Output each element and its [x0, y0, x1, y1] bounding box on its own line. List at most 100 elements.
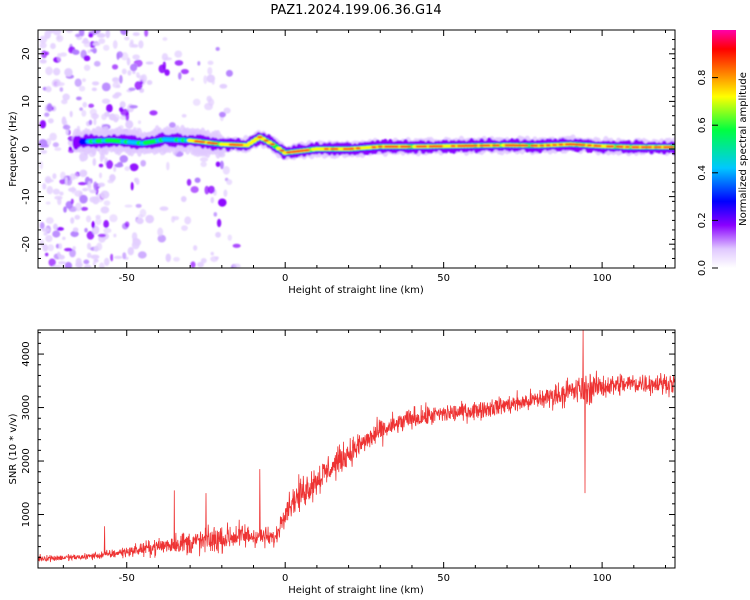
- heatmap-noise-blob: [47, 244, 54, 252]
- heatmap-noise-blob: [39, 161, 44, 170]
- heatmap-noise-blob: [45, 201, 51, 205]
- heatmap-noise-blob: [62, 93, 70, 101]
- snr-x-tick-label: -50: [119, 573, 135, 584]
- colorbar-tick-label: 0.8: [697, 70, 708, 86]
- heatmap-noise-blob: [192, 98, 201, 106]
- heatmap-band-core: [393, 145, 399, 148]
- heatmap-y-tick-label: -20: [21, 236, 32, 252]
- heatmap-noise-blob: [124, 166, 130, 171]
- heatmap-noise-blob: [77, 265, 82, 268]
- colorbar-label: Normalized spectral amplitude: [738, 72, 749, 226]
- heatmap-noise-blob: [86, 252, 92, 259]
- heatmap-noise-blob: [119, 74, 123, 84]
- heatmap-noise-blob: [114, 163, 124, 168]
- heatmap-noise-blob: [92, 158, 97, 166]
- heatmap-noise-blob: [108, 113, 116, 121]
- heatmap-noise-blob: [83, 64, 91, 71]
- heatmap-noise-blob: [51, 79, 61, 88]
- heatmap-noise-blob: [190, 186, 199, 193]
- heatmap-band-core: [257, 136, 263, 139]
- heatmap-noise-blob: [82, 187, 88, 192]
- heatmap-noise-blob: [197, 261, 204, 268]
- heatmap-band-core: [624, 145, 631, 148]
- heatmap-noise-blob: [116, 51, 123, 58]
- heatmap-noise-blob: [207, 67, 213, 75]
- heatmap-noise-blob: [59, 52, 67, 57]
- heatmap-noise-blob: [140, 159, 147, 167]
- heatmap-noise-blob: [178, 72, 182, 80]
- heatmap-noise-blob: [40, 149, 48, 154]
- snr-y-tick-label: 2000: [21, 448, 32, 473]
- heatmap-noise-blob: [39, 42, 47, 49]
- heatmap-noise-blob: [50, 42, 56, 50]
- heatmap-noise-blob: [64, 261, 73, 268]
- heatmap-x-tick-label: 0: [282, 273, 288, 284]
- heatmap-band-core: [377, 145, 383, 148]
- heatmap-noise-blob: [199, 157, 209, 162]
- heatmap-noise-blob: [145, 214, 155, 224]
- heatmap-noise-blob: [48, 258, 56, 267]
- heatmap-noise-blob: [41, 50, 47, 59]
- heatmap-noise-blob: [81, 40, 90, 44]
- heatmap-band-core: [545, 144, 551, 147]
- heatmap-noise-blob: [130, 182, 134, 191]
- heatmap-noise-blob: [113, 233, 117, 238]
- heatmap-noise-blob: [105, 30, 111, 39]
- heatmap-band-core: [634, 146, 640, 149]
- heatmap-noise-blob: [71, 186, 75, 194]
- heatmap-noise-blob: [96, 33, 106, 38]
- heatmap-noise-blob: [107, 179, 114, 184]
- heatmap-noise-blob: [89, 189, 97, 194]
- heatmap-noise-blob: [44, 252, 49, 257]
- heatmap-noise-blob: [42, 183, 47, 190]
- heatmap-noise-blob: [211, 78, 215, 85]
- heatmap-band-yellow: [275, 146, 282, 151]
- heatmap-noise-blob: [63, 206, 67, 213]
- heatmap-noise-blob: [120, 30, 128, 36]
- heatmap-band-core: [371, 146, 377, 149]
- heatmap-band-core: [200, 140, 206, 143]
- heatmap-noise-blob: [46, 186, 54, 195]
- heatmap-noise-blob: [52, 30, 62, 36]
- heatmap-noise-blob: [121, 68, 127, 75]
- heatmap-noise-blob: [78, 85, 86, 92]
- heatmap-noise-blob: [125, 120, 134, 129]
- heatmap-noise-blob: [59, 87, 64, 92]
- heatmap-noise-blob: [59, 178, 67, 185]
- heatmap-marks: [38, 30, 675, 268]
- heatmap-noise-blob: [200, 161, 207, 168]
- heatmap-noise-blob: [52, 230, 61, 238]
- heatmap-noise-blob: [46, 103, 53, 112]
- heatmap-noise-blob: [48, 30, 54, 34]
- heatmap-noise-blob: [232, 263, 241, 268]
- heatmap-noise-blob: [60, 171, 66, 180]
- heatmap-noise-blob: [82, 101, 88, 108]
- heatmap-noise-blob: [136, 75, 146, 79]
- heatmap-noise-blob: [125, 111, 130, 121]
- snr-x-axis: -50 0 50 100: [62, 330, 666, 584]
- snr-marks: [38, 330, 675, 563]
- heatmap-noise-blob: [127, 70, 132, 76]
- heatmap-band-core: [494, 144, 501, 147]
- heatmap-noise-blob: [100, 206, 110, 214]
- colorbar-tick-label: 0.2: [697, 212, 708, 228]
- heatmap-band-core: [558, 143, 564, 146]
- snr-x-tick-label: 50: [437, 573, 450, 584]
- heatmap-noise-blob: [95, 217, 102, 226]
- heatmap-noise-blob: [43, 144, 50, 148]
- heatmap-noise-blob: [52, 173, 57, 180]
- heatmap-band-core: [485, 144, 491, 147]
- heatmap-noise-blob: [219, 111, 226, 118]
- heatmap-noise-blob: [157, 227, 164, 237]
- heatmap-noise-blob: [122, 252, 127, 260]
- heatmap-noise-blob: [58, 261, 66, 265]
- heatmap-noise-blob: [87, 49, 91, 54]
- heatmap-noise-blob: [79, 107, 83, 111]
- heatmap-y-axis: -20 -10 0 10 20: [21, 29, 675, 269]
- heatmap-noise-blob: [226, 179, 233, 185]
- heatmap-noise-blob: [39, 239, 45, 247]
- heatmap-noise-blob: [111, 77, 120, 83]
- heatmap-band-core: [472, 144, 478, 147]
- snr-y-axis: 1000 2000 3000 4000: [21, 332, 675, 558]
- heatmap-noise-blob: [165, 253, 171, 263]
